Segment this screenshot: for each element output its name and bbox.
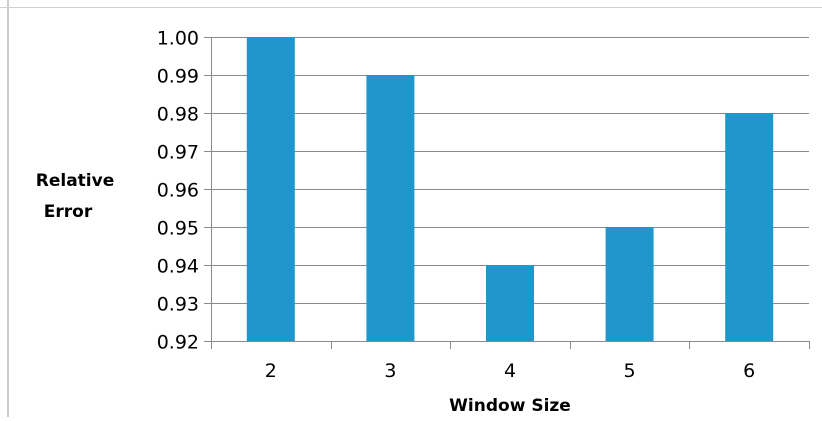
bar-2 — [246, 37, 295, 341]
x-tick-label: 4 — [504, 360, 516, 382]
y-tick-label: 0.93 — [157, 294, 199, 316]
y-tick-label: 0.97 — [157, 142, 199, 164]
x-tick-labels: 2 3 4 5 6 — [265, 360, 755, 382]
y-axis-title-line-1: Relative — [36, 171, 114, 191]
x-tick-label: 3 — [384, 360, 396, 382]
x-tick-label: 6 — [743, 360, 755, 382]
y-tick-label: 0.99 — [157, 66, 199, 88]
y-axis-title-line-2: Error — [44, 202, 93, 222]
y-tick-label: 0.92 — [157, 332, 199, 354]
bar-3 — [366, 75, 415, 341]
bar-4 — [486, 265, 534, 341]
bars — [246, 37, 774, 341]
y-tick-label: 0.96 — [157, 180, 199, 202]
y-tick-label: 0.95 — [157, 218, 199, 240]
y-tick-labels: 0.92 0.93 0.94 0.95 0.96 0.97 0.98 0.99 1.00 — [157, 28, 199, 354]
x-tick-label: 5 — [624, 360, 636, 382]
y-tick-label: 0.98 — [157, 104, 199, 126]
x-axis-title: Window Size — [449, 396, 571, 416]
x-tick-label: 2 — [265, 360, 277, 382]
bar-5 — [605, 227, 654, 341]
axes — [211, 37, 810, 349]
bar-6 — [725, 113, 774, 341]
y-tick-label: 0.94 — [157, 256, 199, 278]
y-tick-label: 1.00 — [157, 28, 199, 50]
